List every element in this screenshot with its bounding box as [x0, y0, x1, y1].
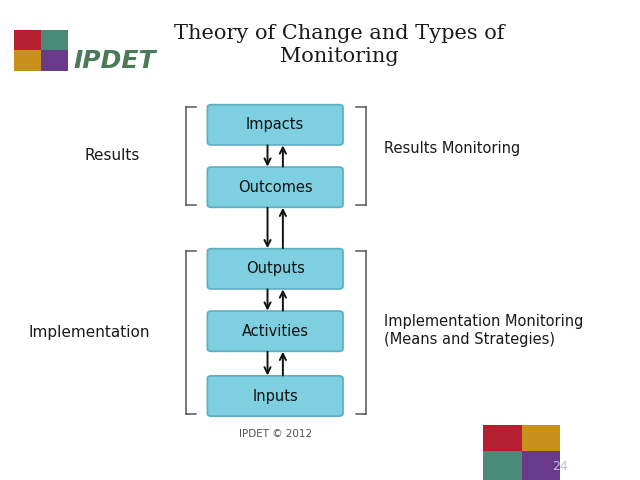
Bar	[14, 50, 41, 71]
Text: Activities: Activities	[242, 324, 308, 339]
Bar	[41, 50, 68, 71]
Text: 24: 24	[552, 460, 568, 473]
Text: IPDET © 2012: IPDET © 2012	[239, 430, 312, 439]
Bar	[14, 30, 41, 50]
Text: Impacts: Impacts	[246, 117, 305, 132]
Text: Monitoring: Monitoring	[280, 47, 399, 66]
Text: IPDET: IPDET	[74, 49, 156, 73]
Text: Results Monitoring: Results Monitoring	[384, 141, 520, 156]
Text: Results: Results	[84, 148, 140, 164]
Text: Outputs: Outputs	[246, 261, 305, 276]
FancyBboxPatch shape	[207, 311, 343, 351]
Text: Outcomes: Outcomes	[238, 180, 312, 195]
FancyBboxPatch shape	[207, 376, 343, 416]
Text: Theory of Change and Types of: Theory of Change and Types of	[174, 24, 504, 43]
Bar	[41, 30, 68, 50]
Bar	[522, 451, 560, 480]
Text: Implementation: Implementation	[29, 325, 150, 340]
FancyBboxPatch shape	[207, 249, 343, 289]
Bar	[483, 425, 522, 454]
Bar	[483, 451, 522, 480]
Text: Inputs: Inputs	[252, 388, 298, 404]
Text: (Means and Strategies): (Means and Strategies)	[384, 332, 555, 347]
FancyBboxPatch shape	[207, 105, 343, 145]
Bar	[522, 425, 560, 454]
FancyBboxPatch shape	[207, 167, 343, 207]
Text: Implementation Monitoring: Implementation Monitoring	[384, 314, 584, 329]
